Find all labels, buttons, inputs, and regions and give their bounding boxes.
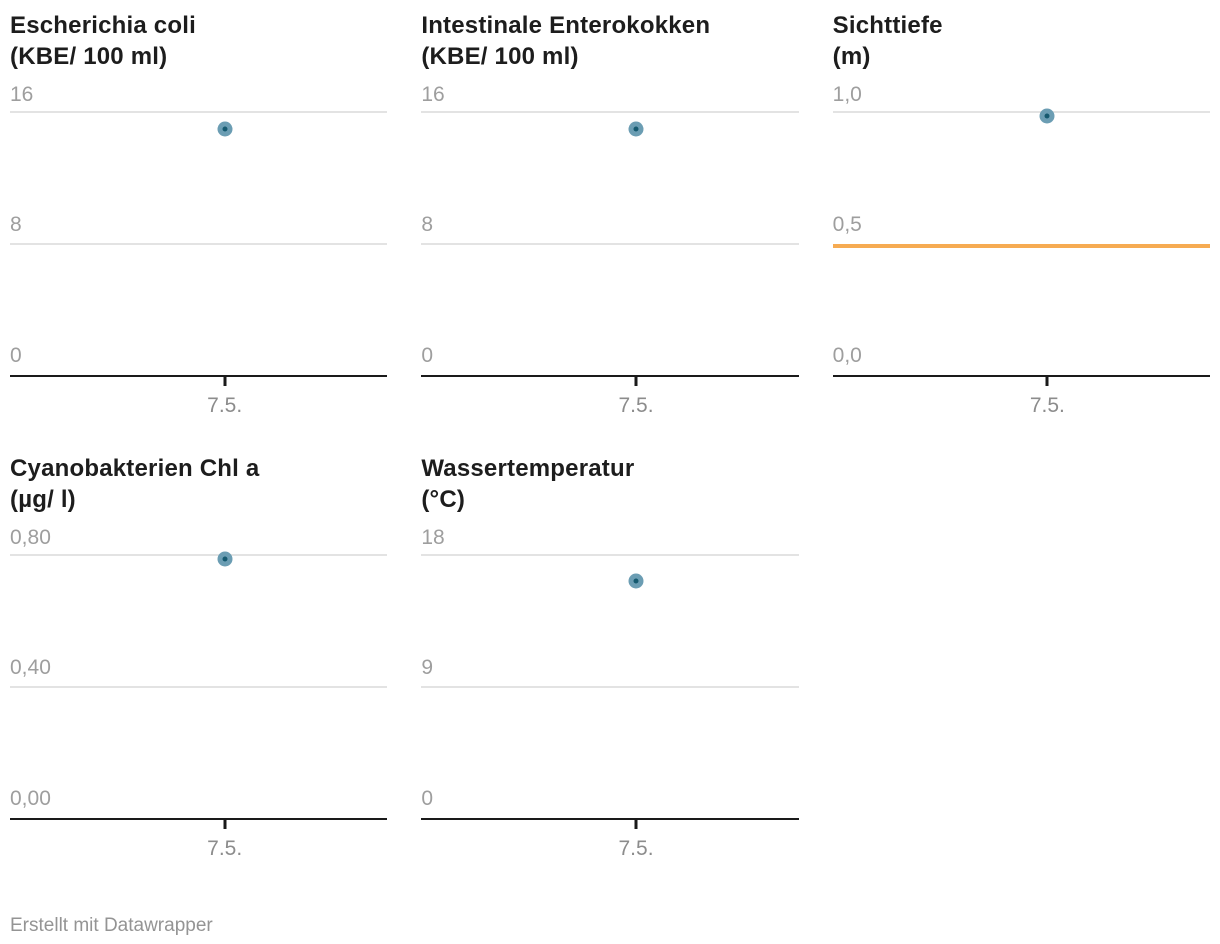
gridline-mid [421, 686, 799, 688]
plot-area: 18 9 0 [421, 526, 799, 820]
panel-title: Wassertemperatur (°C) [421, 453, 798, 515]
x-tick-mark [223, 820, 227, 829]
panel-unit-text: (KBE/ 100 ml) [10, 43, 168, 70]
panel-wassertemperatur: Wassertemperatur (°C) 18 9 0 7.5. [421, 453, 799, 868]
gridline-mid [421, 243, 799, 245]
small-multiples-grid: Escherichia coli (KBE/ 100 ml) 16 8 0 7.… [10, 10, 1210, 868]
plot-area: 1,0 0,5 0,0 [832, 83, 1210, 377]
y-tick-label-top: 1,0 [832, 83, 862, 106]
x-axis: 7.5. [10, 820, 387, 868]
panel-title-text: Escherichia coli [10, 12, 196, 39]
y-tick-label-mid: 0,40 [10, 656, 51, 679]
y-tick-label-mid: 8 [10, 213, 22, 236]
x-tick-label: 7.5. [207, 394, 243, 417]
plot-area: 0,80 0,40 0,00 [10, 526, 388, 820]
x-axis: 7.5. [833, 377, 1210, 425]
data-point[interactable] [1039, 108, 1055, 124]
data-point[interactable] [628, 573, 644, 589]
panel-title-text: Wassertemperatur [421, 455, 635, 482]
gridline-mid [10, 686, 388, 688]
x-tick-mark [634, 820, 638, 829]
panel-title: Sichttiefe (m) [833, 10, 1210, 72]
y-tick-label-top: 16 [10, 83, 34, 106]
y-tick-label-base: 0 [421, 787, 434, 810]
panel-title: Cyanobakterien Chl a (µg/ l) [10, 453, 387, 515]
plot-area: 16 8 0 [421, 83, 799, 377]
panel-title-text: Intestinale Enterokokken [421, 12, 711, 39]
y-tick-label-base: 0 [10, 344, 22, 367]
y-tick-label-base: 0,0 [832, 344, 862, 367]
data-point-core [222, 126, 228, 132]
plot-area: 16 8 0 [10, 83, 388, 377]
x-tick-mark [223, 377, 227, 386]
data-point-core [633, 126, 639, 132]
panel-unit-text: (m) [832, 43, 871, 70]
panel-intestinale-enterokokken: Intestinale Enterokokken (KBE/ 100 ml) 1… [421, 10, 799, 425]
x-axis: 7.5. [10, 377, 387, 425]
y-tick-label-mid: 9 [421, 656, 434, 679]
x-axis: 7.5. [421, 820, 798, 868]
x-tick-mark [1045, 377, 1049, 386]
x-tick-label: 7.5. [618, 837, 654, 860]
y-tick-label-base: 0 [421, 344, 434, 367]
datawrapper-credit-link[interactable]: Erstellt mit Datawrapper [10, 915, 213, 936]
y-tick-label-mid: 8 [421, 213, 434, 236]
y-tick-label-top: 16 [421, 83, 445, 106]
x-axis: 7.5. [421, 377, 798, 425]
panel-title-text: Sichttiefe [832, 12, 943, 39]
data-point[interactable] [217, 551, 233, 567]
y-tick-label-top: 18 [421, 526, 445, 549]
panel-cyanobakterien: Cyanobakterien Chl a (µg/ l) 0,80 0,40 0… [10, 453, 388, 868]
threshold-line [832, 244, 1210, 248]
panel-title: Intestinale Enterokokken (KBE/ 100 ml) [421, 10, 798, 72]
panel-title-text: Cyanobakterien Chl a [10, 455, 260, 482]
x-tick-mark [634, 377, 638, 386]
x-tick-label: 7.5. [207, 837, 243, 860]
y-tick-label-mid: 0,5 [832, 213, 862, 236]
panel-escherichia-coli: Escherichia coli (KBE/ 100 ml) 16 8 0 7.… [10, 10, 388, 425]
data-point-core [633, 578, 639, 584]
data-point[interactable] [628, 121, 644, 137]
panel-unit-text: (°C) [421, 486, 466, 513]
y-tick-label-base: 0,00 [10, 787, 51, 810]
gridline-mid [10, 243, 388, 245]
x-tick-label: 7.5. [618, 394, 654, 417]
panel-title: Escherichia coli (KBE/ 100 ml) [10, 10, 387, 72]
data-point-core [222, 556, 228, 562]
panel-sichttiefe: Sichttiefe (m) 1,0 0,5 0,0 7.5. [832, 10, 1210, 425]
x-tick-label: 7.5. [1029, 394, 1065, 417]
data-point[interactable] [217, 121, 233, 137]
footer-credit: Erstellt mit Datawrapper [10, 915, 1210, 937]
y-tick-label-top: 0,80 [10, 526, 51, 549]
data-point-core [1044, 113, 1050, 119]
panel-unit-text: (µg/ l) [10, 486, 76, 513]
panel-unit-text: (KBE/ 100 ml) [421, 43, 579, 70]
